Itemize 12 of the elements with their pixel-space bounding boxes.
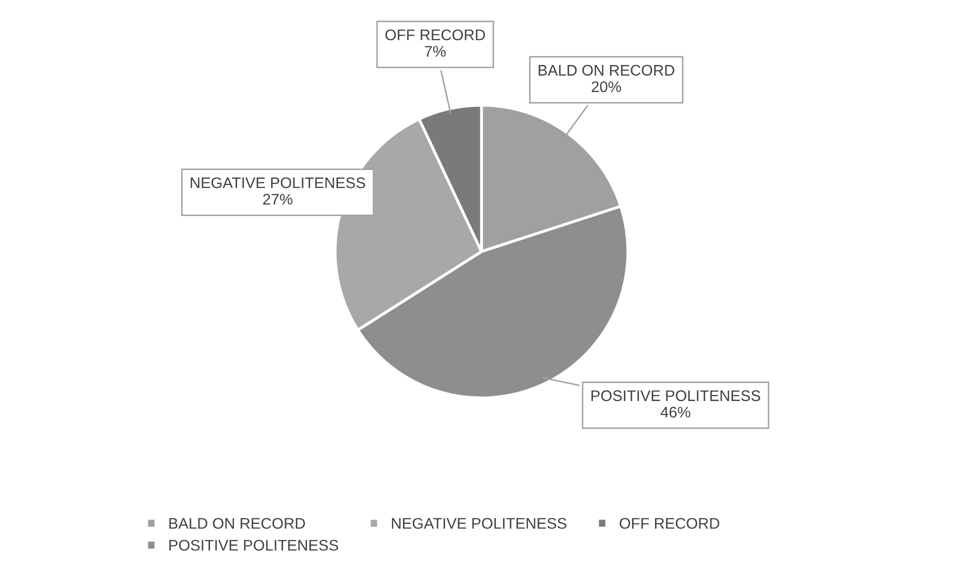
legend-label: OFF RECORD [620, 518, 720, 529]
data-label: 20% [592, 81, 621, 92]
legend-label: BALD ON RECORD [169, 518, 305, 529]
slice-label: POSITIVE POLITENESS [591, 390, 760, 402]
slice-label: BALD ON RECORD [538, 64, 674, 76]
slice-label: NEGATIVE POLITENESS [190, 177, 366, 188]
legend-label: NEGATIVE POLITENESS [392, 518, 566, 529]
data-label: 7% [424, 46, 446, 57]
slice-label: OFF RECORD [385, 29, 485, 40]
legend-label: POSITIVE POLITENESS [169, 540, 338, 551]
data-label: 46% [660, 406, 690, 418]
data-label: 27% [263, 194, 292, 205]
